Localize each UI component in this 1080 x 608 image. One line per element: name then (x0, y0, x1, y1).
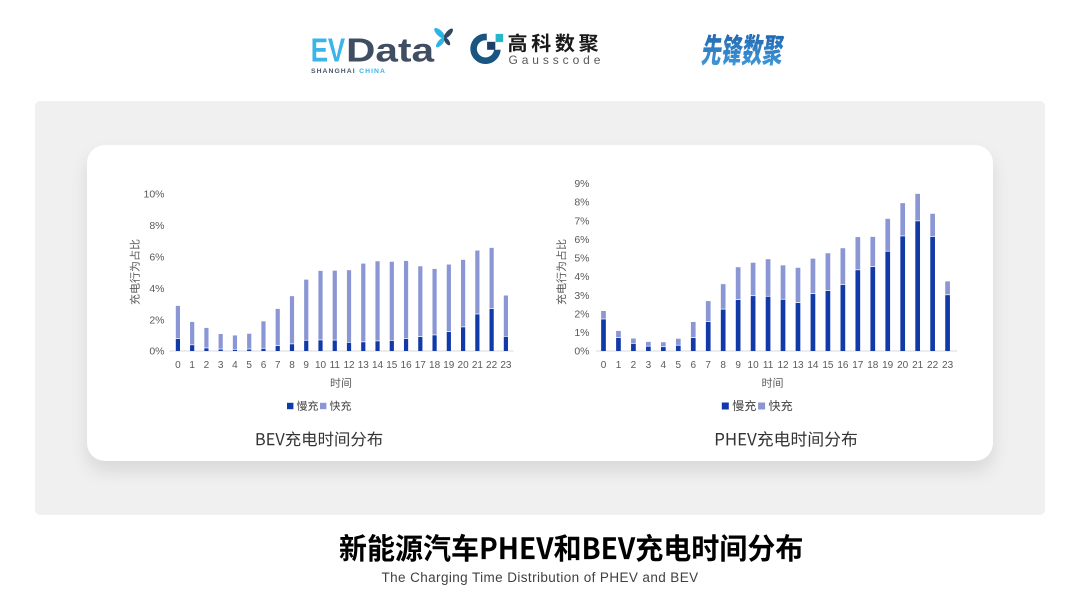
svg-text:11: 11 (330, 360, 341, 371)
svg-text:8%: 8% (574, 197, 589, 209)
svg-text:4: 4 (661, 360, 667, 371)
svg-text:17: 17 (852, 360, 864, 371)
svg-text:0%: 0% (149, 346, 164, 358)
svg-text:13: 13 (358, 360, 370, 371)
svg-text:10: 10 (748, 360, 760, 371)
svg-text:0: 0 (601, 360, 607, 371)
svg-text:5: 5 (676, 360, 682, 371)
svg-text:9%: 9% (574, 178, 589, 190)
svg-text:15: 15 (386, 360, 398, 371)
svg-text:18: 18 (429, 360, 441, 371)
svg-text:3: 3 (218, 360, 224, 371)
svg-text:21: 21 (472, 360, 484, 371)
svg-text:7%: 7% (574, 215, 589, 227)
svg-text:Gausscode: Gausscode (509, 53, 605, 67)
svg-text:10: 10 (315, 360, 327, 371)
svg-text:4%: 4% (574, 271, 589, 283)
svg-text:11: 11 (763, 360, 774, 371)
svg-text:22: 22 (486, 360, 498, 371)
svg-text:23: 23 (500, 360, 512, 371)
svg-text:15: 15 (822, 360, 834, 371)
svg-text:16: 16 (837, 360, 849, 371)
svg-text:8: 8 (720, 360, 726, 371)
svg-text:7: 7 (275, 360, 281, 371)
svg-text:4%: 4% (149, 283, 164, 295)
svg-text:19: 19 (443, 360, 455, 371)
svg-text:14: 14 (807, 360, 819, 371)
svg-text:2%: 2% (574, 309, 589, 321)
svg-text:10%: 10% (143, 189, 164, 201)
svg-text:8%: 8% (149, 220, 164, 232)
svg-text:6: 6 (691, 360, 697, 371)
svg-text:6: 6 (261, 360, 267, 371)
svg-text:9: 9 (303, 360, 309, 371)
svg-text:20: 20 (458, 360, 470, 371)
svg-text:14: 14 (372, 360, 384, 371)
svg-text:1: 1 (189, 360, 195, 371)
svg-text:8: 8 (289, 360, 295, 371)
svg-text:9: 9 (735, 360, 741, 371)
svg-text:16: 16 (401, 360, 413, 371)
svg-text:6%: 6% (574, 234, 589, 246)
svg-text:17: 17 (415, 360, 427, 371)
svg-text:12: 12 (343, 360, 355, 371)
svg-text:5%: 5% (574, 253, 589, 265)
svg-text:19: 19 (882, 360, 894, 371)
svg-text:6%: 6% (149, 251, 164, 263)
svg-text:2%: 2% (149, 314, 164, 326)
svg-text:EVData: EVData (311, 32, 435, 69)
svg-text:3: 3 (646, 360, 652, 371)
svg-text:22: 22 (927, 360, 939, 371)
svg-text:20: 20 (897, 360, 909, 371)
svg-text:7: 7 (705, 360, 711, 371)
svg-text:5: 5 (246, 360, 252, 371)
svg-text:2: 2 (631, 360, 637, 371)
svg-text:0: 0 (175, 360, 181, 371)
svg-text:3%: 3% (574, 290, 589, 302)
svg-text:13: 13 (792, 360, 804, 371)
svg-text:2: 2 (204, 360, 210, 371)
svg-text:18: 18 (867, 360, 879, 371)
svg-text:0%: 0% (574, 346, 589, 358)
svg-text:1%: 1% (574, 327, 589, 339)
svg-text:21: 21 (912, 360, 924, 371)
svg-text:4: 4 (232, 360, 238, 371)
svg-text:12: 12 (777, 360, 789, 371)
svg-text:1: 1 (616, 360, 622, 371)
svg-text:23: 23 (942, 360, 954, 371)
